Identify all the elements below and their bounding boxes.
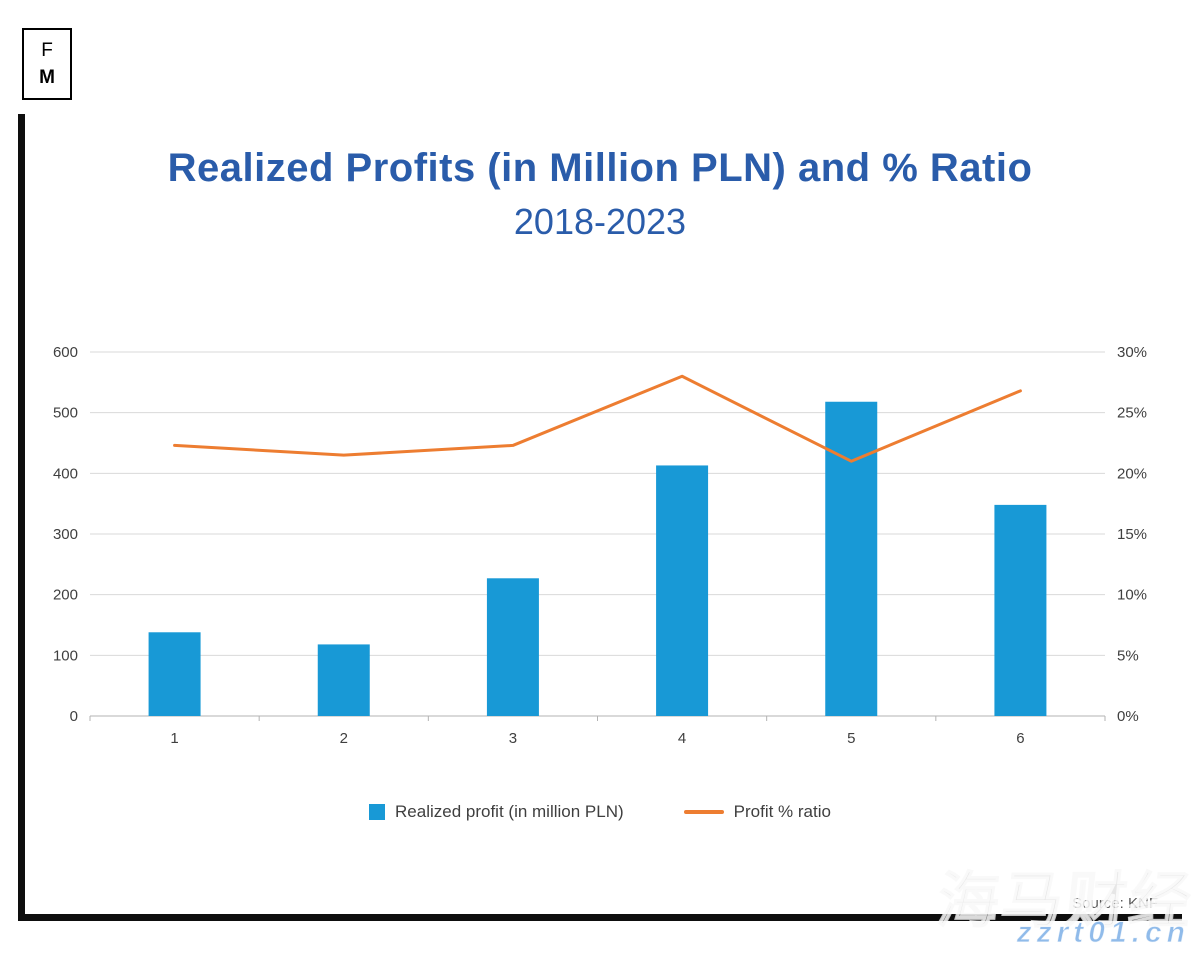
- svg-text:5%: 5%: [1117, 647, 1139, 664]
- logo-letter-f: F: [41, 39, 53, 61]
- svg-text:400: 400: [53, 465, 78, 482]
- legend-label-bars: Realized profit (in million PLN): [395, 802, 624, 821]
- svg-text:20%: 20%: [1117, 465, 1147, 482]
- watermark-url: zzrt01.cn: [1016, 916, 1190, 950]
- legend-item-bars: Realized profit (in million PLN): [369, 802, 624, 822]
- svg-text:25%: 25%: [1117, 405, 1147, 422]
- svg-text:3: 3: [509, 730, 517, 747]
- legend-label-line: Profit % ratio: [733, 802, 831, 821]
- svg-text:15%: 15%: [1117, 526, 1147, 543]
- svg-text:6: 6: [1016, 730, 1024, 747]
- svg-text:30%: 30%: [1117, 344, 1147, 361]
- legend-item-line: Profit % ratio: [683, 802, 831, 822]
- frame-left-bar: [18, 114, 25, 921]
- svg-text:0: 0: [70, 708, 78, 725]
- svg-text:4: 4: [678, 730, 686, 747]
- svg-text:300: 300: [53, 526, 78, 543]
- legend-swatch-bar-icon: [369, 804, 386, 820]
- svg-text:100: 100: [53, 647, 78, 664]
- svg-text:5: 5: [847, 730, 855, 747]
- logo-letter-m: M: [39, 66, 55, 88]
- svg-text:0%: 0%: [1117, 708, 1139, 725]
- svg-text:1: 1: [170, 730, 178, 747]
- svg-text:600: 600: [53, 344, 78, 361]
- svg-text:10%: 10%: [1117, 587, 1147, 604]
- svg-text:200: 200: [53, 587, 78, 604]
- page-title: Realized Profits (in Million PLN) and % …: [167, 146, 1033, 190]
- frame-bottom-bar: [18, 914, 1182, 921]
- svg-text:500: 500: [53, 405, 78, 422]
- source-note: Source: KNF: [1072, 895, 1158, 912]
- chart-legend: Realized profit (in million PLN) Profit …: [0, 802, 1200, 822]
- fm-logo: F M: [22, 28, 72, 100]
- svg-text:2: 2: [340, 730, 348, 747]
- page-subtitle: 2018-2023: [513, 201, 687, 242]
- legend-swatch-line-icon: [683, 810, 724, 814]
- chart-header: Realized Profits (in Million PLN) and % …: [0, 146, 1200, 243]
